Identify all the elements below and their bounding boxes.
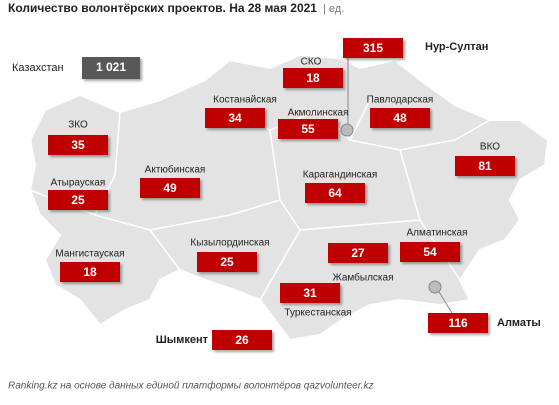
- value-box: [455, 156, 515, 176]
- total-label: Казахстан: [12, 62, 64, 74]
- value-box: [328, 243, 388, 263]
- total-box: [82, 57, 140, 79]
- value-label: 18: [83, 265, 97, 279]
- value-label: 25: [220, 255, 234, 269]
- value-box: [280, 283, 340, 303]
- value-label: 25: [71, 193, 85, 207]
- value-label: 48: [393, 111, 407, 125]
- total-value: 1 021: [96, 60, 126, 74]
- value-box: [278, 119, 338, 139]
- region-name: СКО: [301, 57, 322, 68]
- title: Количество волонтёрских проектов. На 28 …: [8, 1, 317, 15]
- region-name: Кызылординская: [190, 238, 269, 249]
- value-box: [48, 135, 108, 155]
- region-name: Алматинская: [407, 228, 468, 239]
- region-name: ВКО: [480, 142, 500, 153]
- value-box: [60, 262, 120, 282]
- region-name: Мангистауская: [55, 249, 124, 260]
- value-label: 64: [328, 186, 342, 200]
- value-label: 315: [363, 41, 383, 55]
- city-dot: [428, 280, 442, 294]
- value-label: 27: [351, 246, 365, 260]
- value-label: 18: [306, 71, 320, 85]
- value-box: [212, 330, 272, 350]
- value-box: [197, 252, 257, 272]
- value-label: 34: [228, 111, 242, 125]
- city-dot: [340, 123, 354, 137]
- value-label: 26: [235, 333, 249, 347]
- region-name: Туркестанская: [284, 308, 351, 319]
- value-label: 55: [301, 122, 315, 136]
- region-name: Атырауская: [51, 178, 106, 189]
- value-box: [343, 38, 403, 58]
- value-box: [400, 242, 460, 262]
- region-name: Жамбылская: [333, 272, 394, 284]
- value-label: 49: [163, 181, 177, 195]
- region-name: Актюбинская: [145, 164, 206, 176]
- source: Ranking.kz на основе данных единой платф…: [8, 380, 373, 392]
- city-name: Нур-Султан: [425, 41, 488, 53]
- city-name: Шымкент: [156, 334, 209, 346]
- value-box: [205, 108, 265, 128]
- value-box: [370, 108, 430, 128]
- value-label: 116: [448, 316, 468, 330]
- value-label: 54: [423, 245, 437, 259]
- value-label: 81: [478, 159, 492, 173]
- value-box: [48, 190, 108, 210]
- value-box: [305, 183, 365, 203]
- region-name: Карагандинская: [303, 170, 378, 181]
- unit: | ед.: [323, 3, 344, 15]
- region-name: ЗКО: [68, 120, 88, 131]
- region-name: Костанайская: [213, 95, 277, 106]
- value-label: 31: [303, 286, 317, 300]
- region-name: Акмолинская: [288, 108, 349, 119]
- region-name: Павлодарская: [367, 95, 434, 106]
- value-box: [428, 313, 488, 333]
- city-name: Алматы: [497, 317, 541, 329]
- value-box: [140, 178, 200, 198]
- value-label: 35: [71, 138, 85, 152]
- value-box: [283, 68, 343, 88]
